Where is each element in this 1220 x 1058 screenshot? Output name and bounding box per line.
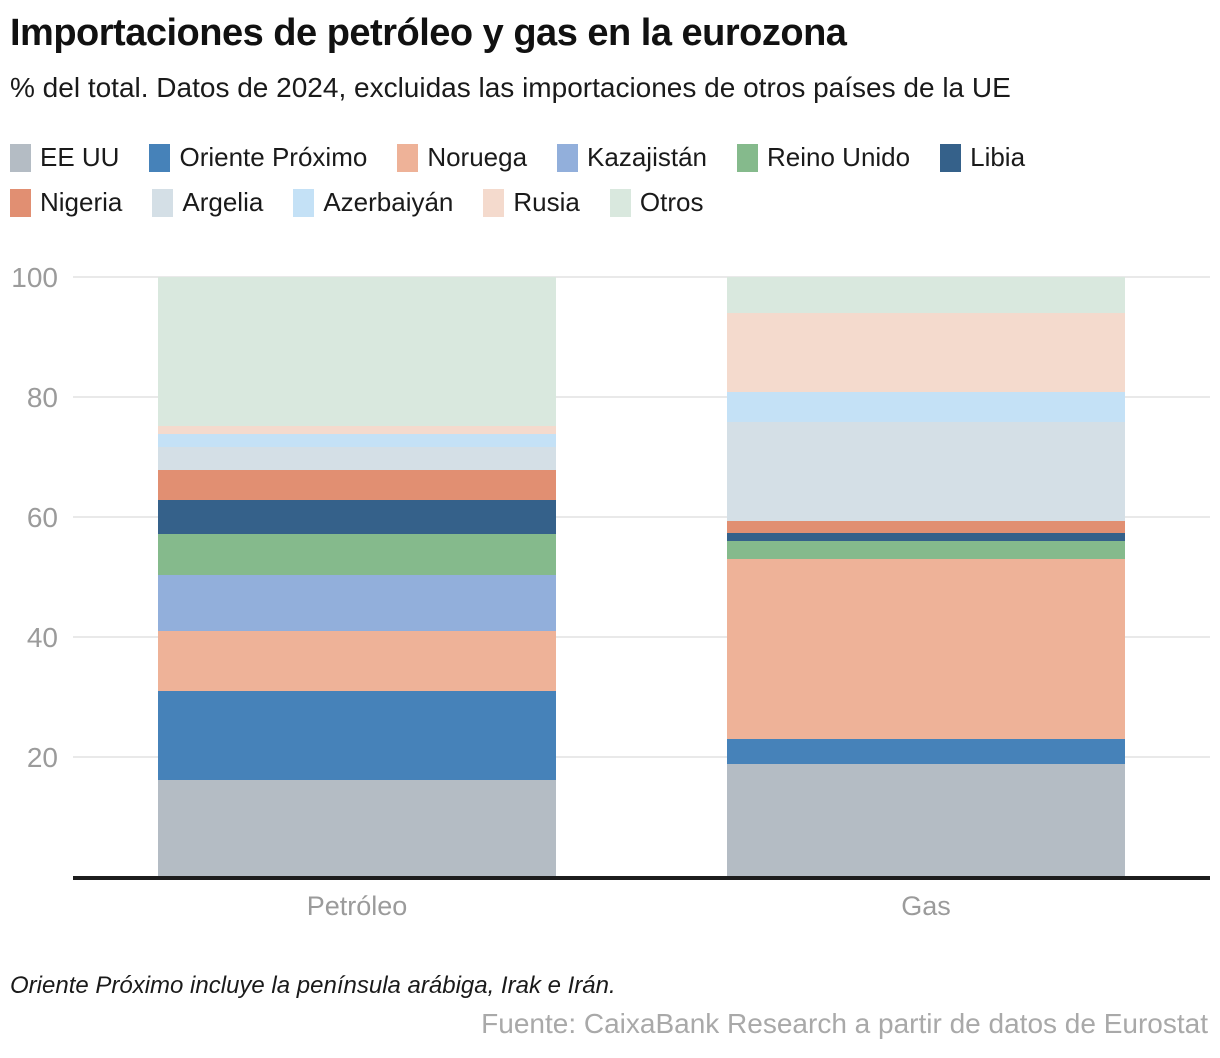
legend-item-nigeria: Nigeria	[10, 187, 122, 218]
legend-label-libia: Libia	[970, 142, 1026, 172]
legend-item-oriente-proximo: Oriente Próximo	[149, 142, 367, 173]
y-tick-label-80: 80	[26, 382, 58, 413]
bar-segment-petroleo-libia	[158, 500, 556, 534]
legend-label-noruega: Noruega	[427, 142, 528, 172]
bar-segment-petroleo-argelia	[158, 446, 556, 471]
bar-segment-petroleo-noruega	[158, 631, 556, 691]
bar-segment-gas-noruega	[727, 559, 1125, 739]
legend-label-rusia: Rusia	[513, 187, 580, 217]
legend-swatch-kazajistan	[557, 143, 579, 172]
legend-item-reino-unido: Reino Unido	[737, 142, 910, 173]
bar-segment-gas-argelia	[727, 422, 1125, 522]
legend-label-ee-uu: EE UU	[40, 142, 120, 172]
gridline-40	[73, 636, 1210, 638]
legend-item-kazajistan: Kazajistán	[557, 142, 707, 173]
legend-label-argelia: Argelia	[182, 187, 264, 217]
legend-label-otros: Otros	[639, 187, 704, 217]
legend-swatch-ee-uu	[10, 143, 31, 172]
legend-swatch-argelia	[152, 188, 174, 217]
x-axis-line	[73, 876, 1210, 880]
legend-item-azerbaiyan: Azerbaiyán	[293, 187, 453, 218]
legend-swatch-reino-unido	[737, 143, 759, 172]
y-tick-label-60: 60	[26, 502, 58, 533]
legend-swatch-libia	[940, 143, 962, 172]
legend-swatch-rusia	[483, 188, 505, 217]
bar-segment-gas-azerbaiyan	[727, 392, 1125, 423]
gridline-60	[73, 516, 1210, 518]
legend-swatch-azerbaiyan	[293, 188, 315, 217]
legend-item-ee-uu: EE UU	[10, 142, 119, 173]
legend-swatch-oriente-proximo	[149, 143, 171, 172]
source-credit: Fuente: CaixaBank Research a partir de d…	[481, 1008, 1208, 1039]
legend-label-reino-unido: Reino Unido	[767, 142, 911, 172]
bar-segment-petroleo-rusia	[158, 425, 556, 435]
legend-label-nigeria: Nigeria	[40, 187, 123, 217]
y-tick-label-100: 100	[11, 262, 58, 293]
bar-segment-petroleo-ee-uu	[158, 779, 556, 877]
bar-segment-petroleo-nigeria	[158, 470, 556, 501]
bar-segment-gas-nigeria	[727, 521, 1125, 534]
bar-segment-gas-reino-unido	[727, 541, 1125, 559]
legend-label-oriente-proximo: Oriente Próximo	[179, 142, 368, 172]
bar-segment-gas-libia	[727, 533, 1125, 541]
chart-legend: EE UU Oriente Próximo Noruega Kazajistán Rei…	[10, 142, 1130, 218]
legend-label-kazajistan: Kazajistán	[587, 142, 708, 172]
bar-segment-petroleo-azerbaiyan	[158, 434, 556, 447]
legend-swatch-nigeria	[10, 188, 31, 217]
legend-item-libia: Libia	[940, 142, 1025, 173]
bar-segment-petroleo-reino-unido	[158, 533, 556, 576]
x-axis-label-gas: Gas	[901, 891, 951, 921]
y-tick-label-20: 20	[26, 742, 58, 773]
chart-title: Importaciones de petróleo y gas en la eu…	[10, 12, 847, 54]
bar-segment-petroleo-otros	[158, 277, 556, 426]
gridline-20	[73, 756, 1210, 758]
legend-item-otros: Otros	[609, 187, 704, 218]
footnote: Oriente Próximo incluye la península ará…	[10, 972, 616, 999]
gridline-100	[73, 276, 1210, 278]
bar-segment-gas-rusia	[727, 313, 1125, 393]
bar-segment-gas-otros	[727, 277, 1125, 313]
bar-segment-petroleo-kazajistan	[158, 575, 556, 631]
y-tick-label-40: 40	[26, 622, 58, 653]
legend-item-rusia: Rusia	[483, 187, 580, 218]
chart-subtitle: % del total. Datos de 2024, excluidas la…	[10, 72, 1011, 103]
x-axis-label-petroleo: Petróleo	[306, 891, 408, 921]
gridline-80	[73, 396, 1210, 398]
bar-segment-gas-ee-uu	[727, 764, 1125, 877]
bar-segment-gas-oriente-proximo	[727, 739, 1125, 765]
legend-label-azerbaiyan: Azerbaiyán	[323, 187, 454, 217]
legend-swatch-otros	[609, 188, 631, 217]
legend-item-noruega: Noruega	[397, 142, 527, 173]
legend-swatch-noruega	[397, 143, 419, 172]
legend-item-argelia: Argelia	[152, 187, 263, 218]
bar-segment-petroleo-oriente-proximo	[158, 691, 556, 780]
